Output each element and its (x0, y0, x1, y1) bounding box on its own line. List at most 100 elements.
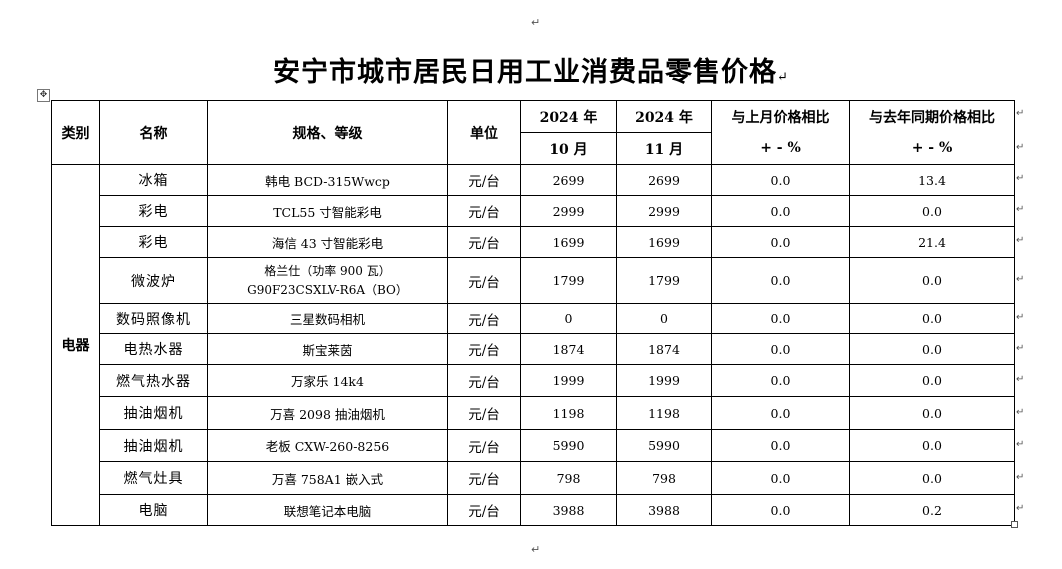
product-name: 彩电 (99, 226, 208, 258)
change-mom: 0.0 (711, 429, 850, 462)
product-unit: 元/台 (447, 429, 521, 462)
change-yoy: 0.0 (849, 364, 1015, 397)
header-spec: 规格、等级 (207, 100, 448, 165)
product-spec: TCL55 寸智能彩电 (207, 195, 448, 227)
row-end-mark: ↵ (1016, 439, 1025, 450)
price-nov: 0 (616, 303, 712, 334)
header-yoy-title: 与去年同期价格相比 (869, 109, 995, 126)
table-row: 抽油烟机 老板 CXW-260-8256 元/台 5990 5990 0.0 0… (52, 429, 1015, 462)
table-row: 燃气灶具 万喜 758A1 嵌入式 元/台 798 798 0.0 0.0 (52, 461, 1015, 495)
change-mom: 0.0 (711, 303, 850, 334)
product-name: 微波炉 (99, 257, 208, 304)
change-yoy: 13.4 (849, 164, 1015, 196)
product-name: 燃气热水器 (99, 364, 208, 397)
change-mom: 0.0 (711, 257, 850, 304)
row-end-mark: ↵ (1016, 142, 1025, 153)
table-row: 电器 冰箱 韩电 BCD-315Wwcp 元/台 2699 2699 0.0 1… (51, 164, 1015, 526)
row-end-mark: ↵ (1016, 374, 1025, 385)
header-row: 类别 名称 规格、等级 单位 2024 年 2024 年 与上月价格相比 + -… (51, 100, 1015, 165)
price-nov: 5990 (616, 429, 712, 462)
table-resize-handle[interactable] (1011, 521, 1018, 528)
product-spec-line1: 格兰仕（功率 900 瓦） (264, 263, 391, 278)
change-yoy: 0.0 (849, 195, 1015, 227)
price-oct: 1799 (520, 257, 617, 304)
product-spec: 格兰仕（功率 900 瓦） G90F23CSXLV-R6A（BO） (207, 257, 448, 304)
product-unit: 元/台 (447, 226, 521, 258)
header-name: 名称 (99, 100, 208, 165)
product-spec: 万喜 2098 抽油烟机 (207, 396, 448, 430)
table-row: 数码照像机 三星数码相机 元/台 0 0 0.0 0.0 (52, 303, 1015, 334)
change-mom: 0.0 (711, 333, 850, 365)
row-end-mark: ↵ (1016, 235, 1025, 246)
header-mom-unit: + - % (760, 139, 801, 156)
price-nov: 3988 (616, 494, 712, 526)
price-nov: 1999 (616, 364, 712, 397)
price-oct: 3988 (520, 494, 617, 526)
change-mom: 0.0 (711, 364, 850, 397)
price-oct: 2699 (520, 164, 617, 196)
change-yoy: 0.0 (849, 333, 1015, 365)
price-oct: 2999 (520, 195, 617, 227)
price-nov: 1198 (616, 396, 712, 430)
product-spec: 斯宝莱茵 (207, 333, 448, 365)
row-end-mark: ↵ (1016, 407, 1025, 418)
header-oct-month: 10 月 (520, 132, 617, 165)
row-end-mark: ↵ (1016, 472, 1025, 483)
price-oct: 798 (520, 461, 617, 495)
header-unit: 单位 (447, 100, 521, 165)
header-category: 类别 (51, 100, 100, 165)
change-yoy: 0.0 (849, 257, 1015, 304)
header-yoy: 与去年同期价格相比 + - % (849, 100, 1015, 165)
product-name: 数码照像机 (99, 303, 208, 334)
header-oct-year: 2024 年 (520, 100, 617, 133)
change-yoy: 0.0 (849, 429, 1015, 462)
product-unit: 元/台 (447, 195, 521, 227)
table-row: 彩电 TCL55 寸智能彩电 元/台 2999 2999 0.0 0.0 (52, 195, 1015, 227)
paragraph-mark: ↵ (531, 16, 541, 29)
change-yoy: 21.4 (849, 226, 1015, 258)
table-row: 微波炉 格兰仕（功率 900 瓦） G90F23CSXLV-R6A（BO） 元/… (52, 257, 1015, 304)
paragraph-mark: ↵ (531, 543, 541, 556)
product-unit: 元/台 (447, 461, 521, 495)
change-yoy: 0.2 (849, 494, 1015, 526)
row-end-mark: ↵ (1016, 173, 1025, 184)
price-nov: 1874 (616, 333, 712, 365)
product-spec: 联想笔记本电脑 (207, 494, 448, 526)
product-unit: 元/台 (447, 257, 521, 304)
change-mom: 0.0 (711, 461, 850, 495)
product-name: 电脑 (99, 494, 208, 526)
product-name: 抽油烟机 (99, 429, 208, 462)
product-spec: 韩电 BCD-315Wwcp (207, 164, 448, 196)
change-mom: 0.0 (711, 164, 850, 196)
product-spec: 三星数码相机 (207, 303, 448, 334)
product-spec-line2: G90F23CSXLV-R6A（BO） (247, 282, 408, 297)
header-nov-month: 11 月 (616, 132, 712, 165)
price-nov: 2999 (616, 195, 712, 227)
change-yoy: 0.0 (849, 396, 1015, 430)
price-oct: 1999 (520, 364, 617, 397)
product-unit: 元/台 (447, 494, 521, 526)
product-spec: 海信 43 寸智能彩电 (207, 226, 448, 258)
product-name: 燃气灶具 (99, 461, 208, 495)
header-mom: 与上月价格相比 + - % (711, 100, 850, 165)
price-oct: 0 (520, 303, 617, 334)
product-name: 冰箱 (99, 164, 208, 196)
price-nov: 798 (616, 461, 712, 495)
header-nov-year: 2024 年 (616, 100, 712, 133)
header-row-months: 10 月 11 月 (52, 132, 1015, 165)
product-name: 电热水器 (99, 333, 208, 365)
header-yoy-unit: + - % (911, 139, 953, 156)
product-unit: 元/台 (447, 333, 521, 365)
table-row: 电热水器 斯宝莱茵 元/台 1874 1874 0.0 0.0 (52, 333, 1015, 365)
table-move-handle-icon[interactable]: ✥ (37, 89, 50, 102)
table-row: 燃气热水器 万家乐 14k4 元/台 1999 1999 0.0 0.0 (52, 364, 1015, 397)
product-unit: 元/台 (447, 364, 521, 397)
price-oct: 5990 (520, 429, 617, 462)
row-end-mark: ↵ (1016, 503, 1025, 514)
product-unit: 元/台 (447, 164, 521, 196)
page-title: 安宁市城市居民日用工业消费品零售价格↵ (273, 57, 789, 88)
change-mom: 0.0 (711, 396, 850, 430)
change-yoy: 0.0 (849, 303, 1015, 334)
price-oct: 1699 (520, 226, 617, 258)
row-end-mark: ↵ (1016, 343, 1025, 354)
